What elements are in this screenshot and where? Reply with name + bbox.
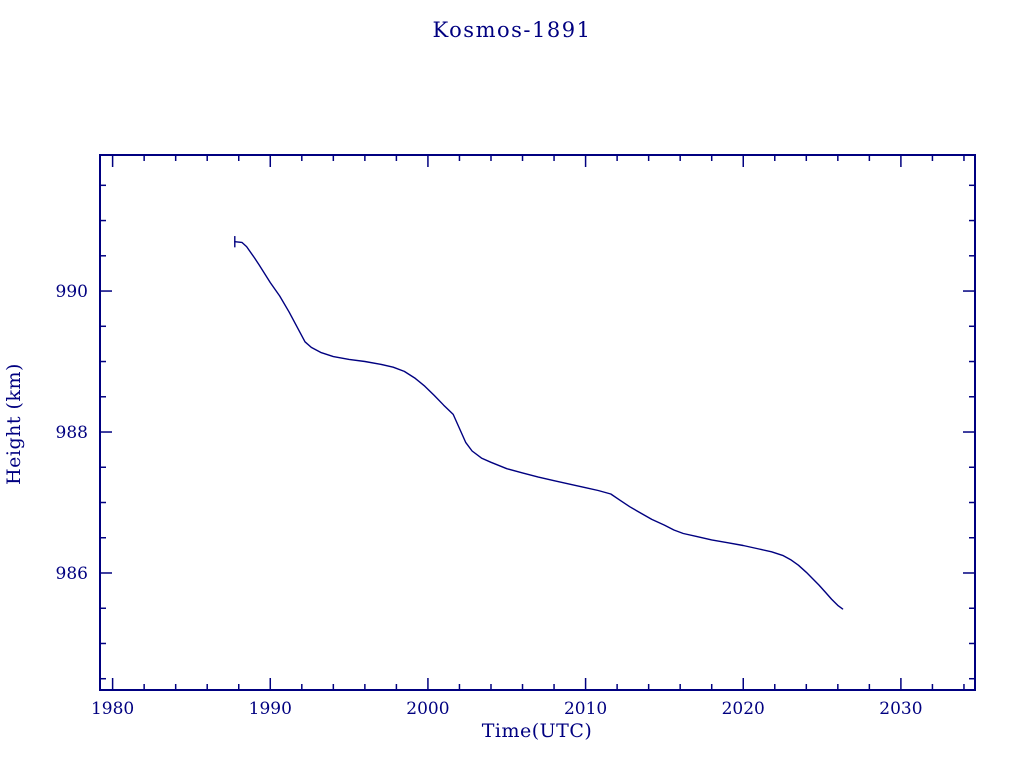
- x-tick-label: 1990: [249, 699, 292, 719]
- height-series-path: [234, 241, 844, 610]
- axis-ticks: [100, 155, 975, 690]
- x-axis-label: Time(UTC): [482, 720, 593, 742]
- x-tick-label: 1980: [91, 699, 134, 719]
- x-tick-label: 2020: [722, 699, 765, 719]
- y-tick-label: 988: [56, 423, 88, 443]
- axis-tick-labels: 1980 1990 2000 2010 2020 2030 986 988 990: [56, 282, 923, 719]
- chart-title: Kosmos-1891: [433, 18, 592, 42]
- y-axis-label: Height (km): [3, 363, 25, 485]
- x-tick-label: 2000: [406, 699, 449, 719]
- plot-border: [99, 154, 976, 691]
- y-tick-label: 986: [56, 564, 88, 584]
- x-tick-label: 2010: [564, 699, 607, 719]
- plot-frame: [99, 154, 976, 691]
- y-tick-label: 990: [56, 282, 88, 302]
- x-tick-label: 2030: [879, 699, 922, 719]
- height-series-line: [234, 236, 844, 610]
